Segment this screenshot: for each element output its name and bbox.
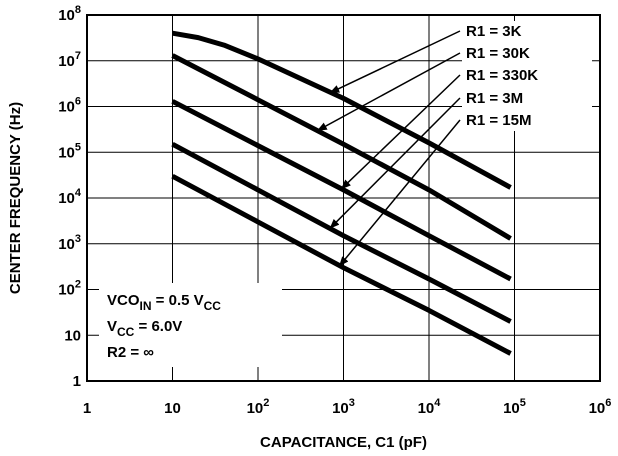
legend-arrows <box>316 30 461 267</box>
legend-label-r1-3m: R1 = 3M <box>466 90 523 107</box>
y-tick-labels: 1 10 102 103 104 105 106 107 108 <box>58 4 82 390</box>
series-line-r1-330k <box>171 99 512 282</box>
plot-frame <box>86 14 601 382</box>
y-tick-label: 1 <box>73 373 81 390</box>
x-tick-label: 10 <box>164 400 181 417</box>
x-tick-label: 1 <box>83 400 91 417</box>
legend-background <box>462 21 592 131</box>
conditions-box: VCOIN = 0.5 VCC VCC = 6.0V R2 = ∞ <box>99 283 282 367</box>
x-tick-label: 105 <box>503 397 526 417</box>
x-tick-label: 103 <box>332 397 355 417</box>
y-tick-label: 108 <box>58 4 81 24</box>
x-tick-label: 106 <box>589 397 612 417</box>
y-axis-title: CENTER FREQUENCY (Hz) <box>7 102 24 294</box>
y-tick-label: 102 <box>58 279 81 299</box>
condition-line: VCC = 6.0V <box>107 318 182 339</box>
legend-label-r1-30k: R1 = 30K <box>466 45 530 62</box>
legend-arrow-r1-30k <box>316 52 461 132</box>
legend-label-r1-15m: R1 = 15M <box>466 112 531 129</box>
series-curves <box>171 30 512 356</box>
legend: R1 = 3K R1 = 30K R1 = 330K R1 = 3M R1 = 15M <box>462 21 592 131</box>
y-tick-label: 104 <box>58 187 82 207</box>
series-line-r1-3m <box>171 141 512 324</box>
x-tick-label: 102 <box>247 397 270 417</box>
series-line-r1-15m <box>171 173 512 356</box>
legend-label-r1-330k: R1 = 330K <box>466 67 538 84</box>
x-tick-labels: 1 10 102 103 104 105 106 <box>83 397 612 417</box>
y-tick-label: 103 <box>58 233 81 253</box>
y-tick-label: 106 <box>58 96 81 116</box>
series-line-r1-3k <box>172 30 512 190</box>
condition-line: VCOIN = 0.5 VCC <box>107 292 221 313</box>
y-tick-label: 105 <box>58 141 81 161</box>
y-tick-label: 10 <box>64 327 81 344</box>
condition-line: R2 = ∞ <box>107 344 154 361</box>
legend-arrow-r1-3k <box>329 30 461 94</box>
legend-arrow-r1-3m <box>329 97 461 229</box>
y-tick-label: 107 <box>58 50 81 70</box>
legend-arrow-r1-330k <box>340 74 461 190</box>
x-axis-title: CAPACITANCE, C1 (pF) <box>260 434 427 451</box>
series-line-r1-30k <box>171 53 512 241</box>
x-tick-label: 104 <box>418 397 442 417</box>
legend-arrow-r1-15m <box>338 119 461 267</box>
conditions-background <box>99 283 282 367</box>
legend-label-r1-3k: R1 = 3K <box>466 23 522 40</box>
